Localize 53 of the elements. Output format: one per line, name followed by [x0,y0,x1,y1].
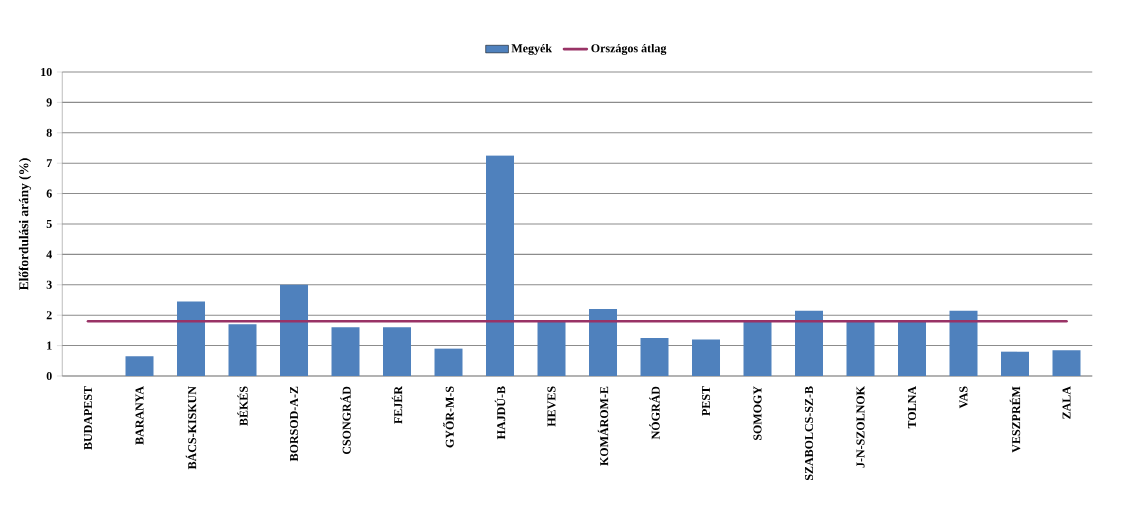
x-tick-label: BÁCS-KISKUN [185,386,197,470]
x-tick-label: KOMÁROM-E [597,386,609,466]
x-tick-label: CSONGRÁD [340,386,351,455]
x-tick-label: PEST [701,386,711,416]
bar [177,301,206,376]
y-tick-label: 4 [46,250,52,259]
bar [486,155,515,376]
legend-label: Megyék [511,43,552,55]
x-tick-label: FEJÉR [391,385,403,424]
x-tick-label: NÓGRÁD [649,386,660,440]
x-tick-label: TOLNA [907,386,917,429]
bar [743,321,772,376]
x-tick-label: BARANYA [135,386,144,445]
x-tick-label: SZABOLCS-SZ-B [804,386,814,481]
bar [589,309,618,376]
y-tick-label: 9 [46,98,52,107]
x-tick-label: ZALA [1062,386,1071,419]
y-tick-label: 0 [46,371,52,381]
bar [434,348,463,376]
x-tick-label: J-N-SZOLNOK [856,386,865,468]
y-tick-label: 7 [46,159,52,168]
x-tick-label: HEVES [547,386,556,427]
y-axis-title: Előfordulási arány (%) [18,158,32,291]
bar [846,321,875,376]
bar [640,337,669,376]
x-tick-label: SOMOGY [753,386,762,441]
bar [331,327,360,376]
y-tick-label: 8 [46,128,52,137]
x-tick-label: VESZPRÉM [1009,386,1021,453]
y-tick-label: 10 [41,67,52,77]
x-tick-label: VAS [959,386,968,409]
y-tick-label: 2 [46,311,52,320]
bar [125,356,154,376]
x-tick-label: GYŐR-M-S [443,386,454,448]
legend-label: Országos átlag [591,43,667,55]
y-tick-label: 6 [46,189,52,198]
x-tick-label: BÉKÉS [237,386,248,426]
bar [383,327,412,376]
bar [949,310,978,376]
y-tick-label: 5 [46,220,52,228]
bar [795,310,823,376]
y-tick-label: 1 [47,341,52,350]
y-tick-label: 3 [46,280,52,289]
x-tick-label: BUDAPEST [83,386,93,450]
x-tick-label: BORSOD-A-Z [289,386,299,462]
bar [898,321,927,376]
bar [692,339,721,376]
bar [1052,350,1081,376]
x-tick-label: HAJDÚ-B [494,386,506,440]
bar [1001,351,1029,376]
bar [280,284,309,376]
bar [537,321,566,376]
bar [228,324,257,376]
